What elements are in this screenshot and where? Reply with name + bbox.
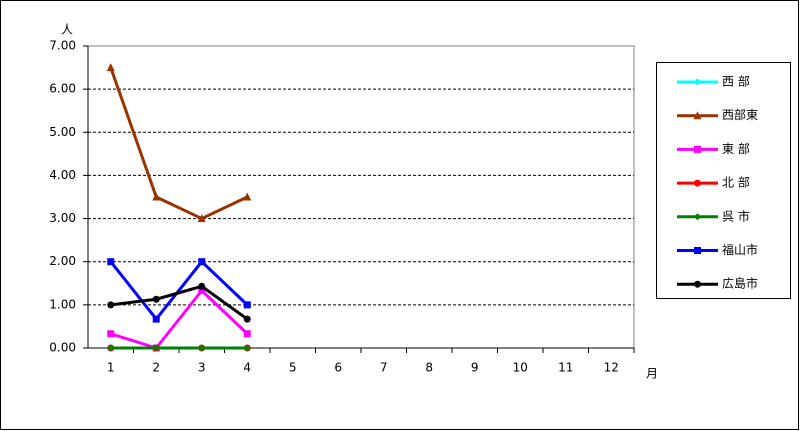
x-tick-label: 7 (380, 361, 388, 375)
legend-label: 福山市 (722, 242, 758, 257)
data-point (197, 214, 206, 223)
y-tick-label: 6.00 (49, 82, 76, 96)
data-point (107, 301, 115, 309)
data-point (152, 344, 160, 352)
data-point (243, 330, 251, 338)
y-tick-label: 3.00 (49, 211, 76, 225)
x-tick-label: 12 (604, 361, 619, 375)
x-tick-label: 6 (334, 361, 342, 375)
data-point (243, 315, 251, 323)
legend-label: 広島市 (722, 276, 758, 291)
data-point (107, 344, 115, 352)
y-axis-label: 人 (61, 23, 73, 37)
x-tick-label: 3 (198, 361, 206, 375)
series-line (109, 67, 248, 221)
legend-label: 東 部 (722, 141, 750, 156)
data-point (243, 301, 251, 309)
x-tick-label: 2 (152, 361, 160, 375)
data-point (198, 287, 206, 295)
y-tick-label: 1.00 (49, 297, 76, 311)
y-tick-label: 4.00 (49, 168, 76, 182)
legend-marker (694, 280, 701, 288)
x-axis-label: 月 (646, 367, 658, 381)
y-tick-label: 2.00 (49, 254, 76, 268)
legend-label: 北 部 (722, 175, 750, 190)
plot-area (87, 45, 635, 349)
data-point (243, 344, 251, 352)
legend (656, 62, 791, 299)
series-line (109, 260, 249, 321)
x-tick-label: 5 (289, 361, 297, 375)
x-tick-label: 10 (513, 361, 528, 375)
x-tick-label: 4 (243, 361, 251, 375)
y-tick-label: 7.00 (49, 39, 76, 53)
series-line (110, 289, 249, 350)
x-tick-label: 8 (425, 361, 433, 375)
legend-marker (694, 213, 701, 221)
data-point (198, 282, 206, 290)
x-tick-label: 1 (107, 361, 115, 375)
x-tick-label: 11 (558, 361, 573, 375)
data-point (107, 258, 115, 266)
y-tick-label: 0.00 (49, 341, 76, 355)
series-line (110, 284, 249, 321)
data-point (243, 192, 252, 201)
data-point (152, 192, 161, 201)
legend-marker (694, 247, 701, 254)
data-point (107, 330, 115, 338)
legend-marker (693, 111, 702, 120)
legend-label: 呉 市 (722, 208, 750, 223)
data-point (106, 63, 115, 72)
data-point (198, 344, 206, 352)
x-tick-label: 9 (471, 361, 479, 375)
y-tick-label: 5.00 (49, 125, 76, 139)
legend-label: 西部東 (722, 107, 758, 122)
legend-marker (694, 145, 701, 153)
data-point (152, 315, 160, 323)
legend-marker (694, 179, 701, 187)
data-point (152, 295, 160, 303)
legend-marker (694, 78, 701, 86)
legend-label: 西 部 (722, 74, 750, 89)
data-point (198, 258, 206, 266)
